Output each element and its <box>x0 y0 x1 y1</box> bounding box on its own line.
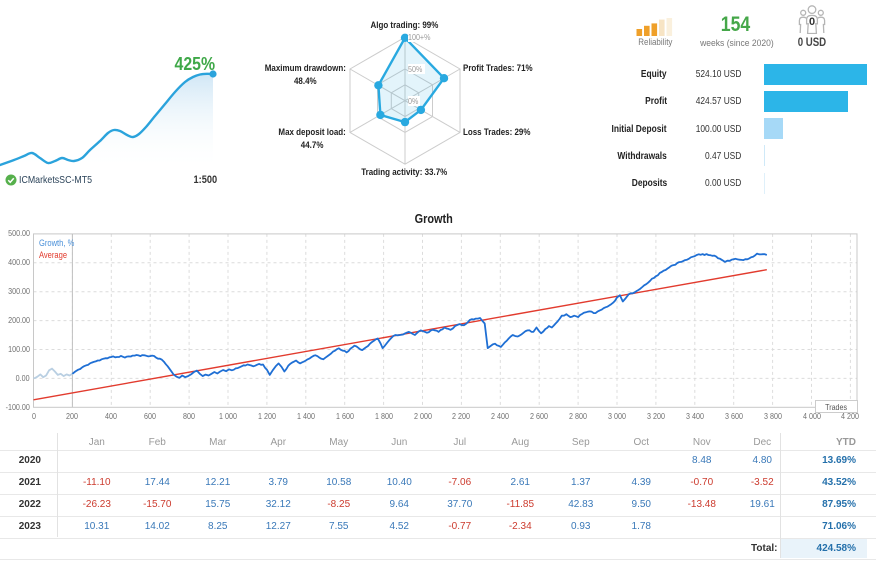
svg-text:0: 0 <box>809 16 815 28</box>
